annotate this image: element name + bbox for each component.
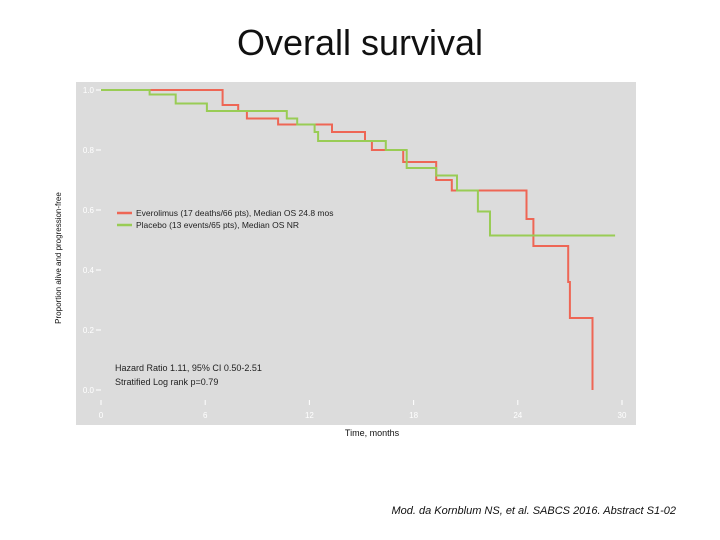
citation: Mod. da Kornblum NS, et al. SABCS 2016. … bbox=[391, 505, 676, 517]
y-tick-label: 0.8 bbox=[83, 146, 95, 155]
placebo-curve bbox=[101, 89, 616, 237]
log-rank-annotation: Stratified Log rank p=0.79 bbox=[115, 377, 218, 387]
legend-label-placebo: Placebo (13 events/65 pts), Median OS NR bbox=[136, 220, 299, 230]
x-tick-label: 12 bbox=[305, 411, 314, 420]
plot-background bbox=[76, 82, 636, 425]
hazard-ratio-annotation: Hazard Ratio 1.11, 95% CI 0.50-2.51 bbox=[115, 363, 262, 373]
y-tick-label: 0.2 bbox=[83, 326, 95, 335]
legend-label-everolimus: Everolimus (17 deaths/66 pts), Median OS… bbox=[136, 208, 333, 218]
y-tick-label: 0.4 bbox=[83, 266, 95, 275]
x-tick-label: 18 bbox=[409, 411, 418, 420]
x-axis-label: Time, months bbox=[345, 428, 400, 438]
x-tick-label: 0 bbox=[99, 411, 104, 420]
y-axis-label: Proportion alive and progression-free bbox=[54, 192, 63, 324]
y-tick-label: 0.6 bbox=[83, 206, 95, 215]
x-tick-label: 6 bbox=[203, 411, 208, 420]
x-tick-label: 24 bbox=[513, 411, 522, 420]
x-tick-label: 30 bbox=[618, 411, 627, 420]
y-tick-label: 1.0 bbox=[83, 86, 95, 95]
page-title: Overall survival bbox=[236, 22, 484, 63]
y-tick-label: 0.0 bbox=[83, 386, 95, 395]
